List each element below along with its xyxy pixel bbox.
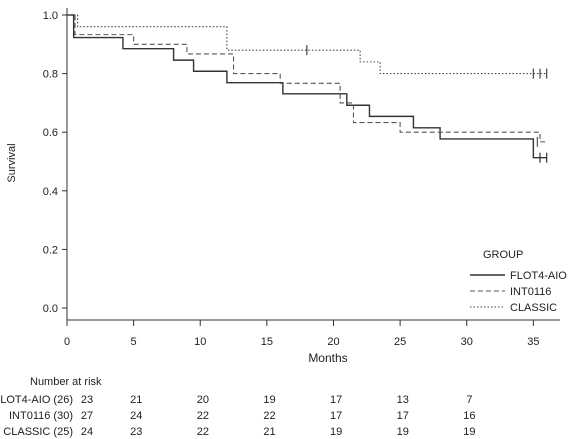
risk-count: 24 <box>81 426 93 438</box>
risk-count: 17 <box>330 394 342 406</box>
risk-count: 20 <box>197 394 209 406</box>
risk-count: 19 <box>330 426 342 438</box>
risk-count: 23 <box>81 394 93 406</box>
y-tick-label: 0.6 <box>43 127 58 139</box>
x-axis-ticks: 0 5 10 15 20 25 30 35 <box>64 320 539 348</box>
risk-count: 22 <box>197 410 209 422</box>
risk-count: 21 <box>130 394 142 406</box>
x-tick-label: 15 <box>261 336 273 348</box>
y-tick-label: 0.4 <box>43 186 58 198</box>
y-tick-label: 0.0 <box>43 303 58 315</box>
legend-label: FLOT4-AIO <box>510 270 567 282</box>
risk-count: 19 <box>463 426 475 438</box>
x-axis-label: Months <box>308 351 347 365</box>
risk-count: 17 <box>397 410 409 422</box>
y-tick-label: 1.0 <box>43 10 58 22</box>
y-tick-label: 0.2 <box>43 244 58 256</box>
risk-count: 13 <box>397 394 409 406</box>
risk-count: 27 <box>81 410 93 422</box>
risk-count: 24 <box>130 410 142 422</box>
legend-label: CLASSIC <box>510 302 557 314</box>
x-tick-label: 5 <box>131 336 137 348</box>
risk-count: 22 <box>197 426 209 438</box>
legend-title: GROUP <box>483 249 523 261</box>
series-line-classic <box>67 14 547 75</box>
series-lines <box>67 14 547 159</box>
risk-count: 19 <box>263 394 275 406</box>
risk-count: 22 <box>263 410 275 422</box>
legend: GROUP FLOT4-AIO INT0116 CLASSIC <box>470 249 567 314</box>
risk-count: 21 <box>263 426 275 438</box>
x-tick-label: 10 <box>194 336 206 348</box>
risk-count: 16 <box>463 410 475 422</box>
y-tick-label: 0.8 <box>43 69 58 81</box>
x-tick-label: 20 <box>327 336 339 348</box>
risk-table-title: Number at risk <box>30 376 102 388</box>
x-tick-label: 25 <box>394 336 406 348</box>
risk-count: 7 <box>466 394 472 406</box>
x-tick-label: 0 <box>64 336 70 348</box>
y-axis-label: Survival <box>6 143 18 182</box>
risk-table: Number at risk FLOT4-AIO (26) 23 21 20 19 17 1… <box>0 376 476 438</box>
x-tick-label: 35 <box>527 336 539 348</box>
x-tick-label: 30 <box>461 336 473 348</box>
risk-count: 23 <box>130 426 142 438</box>
series-line-flot4-aio <box>67 14 547 159</box>
risk-count: 17 <box>330 410 342 422</box>
risk-row-label: INT0116 (30) <box>9 410 73 422</box>
series-line-int0116 <box>67 14 547 143</box>
legend-label: INT0116 <box>510 286 551 298</box>
y-axis-ticks: 0.0 0.2 0.4 0.6 0.8 1.0 <box>43 10 67 315</box>
risk-count: 19 <box>397 426 409 438</box>
risk-row-label: CLASSIC (25) <box>3 426 73 438</box>
risk-row-label: FLOT4-AIO (26) <box>0 394 73 406</box>
censor-marks <box>306 45 548 163</box>
